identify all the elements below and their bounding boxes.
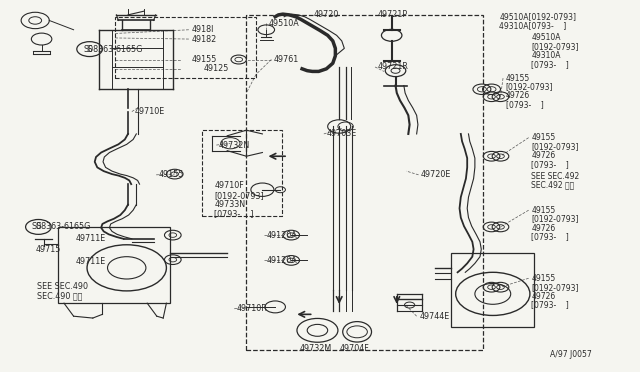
Text: 49155: 49155 [159,170,184,179]
Text: 49726: 49726 [506,92,530,100]
Text: 49720E: 49720E [421,170,451,179]
Text: 49510A[0192-0793]: 49510A[0192-0793] [499,12,576,21]
Text: 49761: 49761 [274,55,299,64]
Text: 49732M: 49732M [300,344,332,353]
Text: [0192-0793]: [0192-0793] [531,142,579,151]
Text: 49726: 49726 [531,292,556,301]
Text: [0793-    ]: [0793- ] [214,209,254,218]
Text: 49726: 49726 [531,151,556,160]
Text: 49182: 49182 [192,35,217,44]
Text: 49155: 49155 [531,133,556,142]
Bar [451,253,534,327]
Text: [0793-    ]: [0793- ] [531,160,569,169]
Text: [0793-    ]: [0793- ] [531,301,569,310]
Text: 49711E: 49711E [76,257,106,266]
Text: S: S [36,222,41,231]
Text: 49733N: 49733N [214,200,246,209]
Text: 49510A: 49510A [531,33,561,42]
Text: [0192-0793]: [0192-0793] [506,83,553,92]
Text: 49710E: 49710E [134,107,164,116]
Bar [115,17,256,78]
Text: 49155: 49155 [506,74,530,83]
Text: 4918I: 4918I [192,25,214,34]
Text: 49721R: 49721R [378,62,408,71]
Text: 49120A: 49120A [266,231,297,240]
Text: SEC.490 参照: SEC.490 参照 [37,291,83,300]
Text: [0192-0793]: [0192-0793] [214,191,264,200]
Text: [0793-    ]: [0793- ] [506,100,543,109]
Text: S08363-6165G: S08363-6165G [32,222,92,231]
Text: 49732N: 49732N [219,141,250,150]
Text: 49704F: 49704F [339,344,369,353]
Text: 49310A: 49310A [531,51,561,60]
Text: S: S [87,45,92,54]
Text: 49155: 49155 [531,206,556,215]
Text: 49155: 49155 [531,274,556,283]
Text: 49720: 49720 [314,10,339,19]
Text: SEE SEC.492: SEE SEC.492 [531,172,579,181]
Text: 49711E: 49711E [76,234,106,243]
Text: 49721P: 49721P [378,10,408,19]
Text: 49715: 49715 [35,246,61,254]
Text: 49310A[0793-    ]: 49310A[0793- ] [499,22,566,31]
Bar [246,15,483,350]
Text: S08363-6165G: S08363-6165G [83,45,143,54]
Text: [0192-0793]: [0192-0793] [531,283,579,292]
Text: SEC.492 参照: SEC.492 参照 [531,181,575,190]
Text: [0793-    ]: [0793- ] [531,232,569,241]
Text: 49710R: 49710R [237,304,268,313]
Text: 49726: 49726 [531,224,556,232]
Text: [0192-0793]: [0192-0793] [531,42,579,51]
Text: 49120A: 49120A [266,256,297,265]
Text: [0793-    ]: [0793- ] [531,60,569,69]
Text: SEE SEC.490: SEE SEC.490 [37,282,88,291]
Text: 49703E: 49703E [326,129,356,138]
Bar [58,227,170,303]
Text: 49155: 49155 [192,55,218,64]
Text: 49510A: 49510A [269,19,300,28]
Text: [0192-0793]: [0192-0793] [531,215,579,224]
Bar [202,130,282,216]
Text: 49125: 49125 [204,64,229,73]
Text: 49744E: 49744E [419,312,449,321]
Text: 49710F: 49710F [214,182,244,190]
Text: A/97 J0057: A/97 J0057 [550,350,592,359]
